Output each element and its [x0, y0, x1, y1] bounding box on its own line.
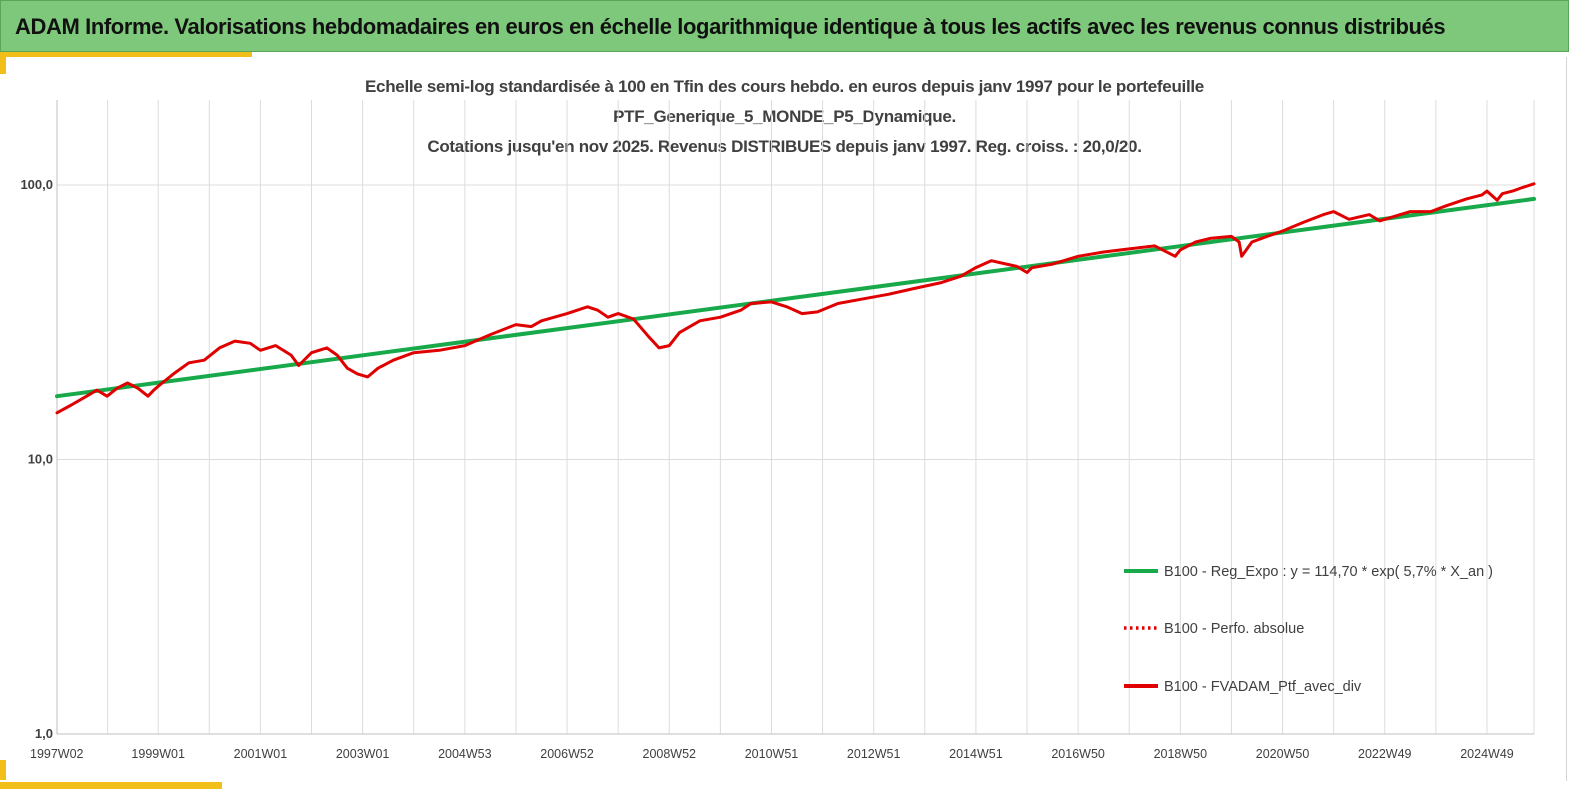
- chart-frame: [0, 57, 1567, 781]
- accent-bar-top: [0, 52, 252, 57]
- chart-title-line-3: Cotations jusqu'en nov 2025. Revenus DIS…: [427, 137, 1142, 156]
- chart-title-line-2: PTF_Generique_5_MONDE_P5_Dynamique.: [613, 107, 956, 126]
- accent-bar-bottom-left: [0, 760, 6, 780]
- accent-bar-bottom: [0, 782, 222, 789]
- report-banner: ADAM Informe. Valorisations hebdomadaire…: [0, 0, 1569, 52]
- accent-bar-left: [0, 52, 6, 74]
- chart-title-line-1: Echelle semi-log standardisée à 100 en T…: [365, 77, 1204, 96]
- report-title: ADAM Informe. Valorisations hebdomadaire…: [15, 14, 1446, 39]
